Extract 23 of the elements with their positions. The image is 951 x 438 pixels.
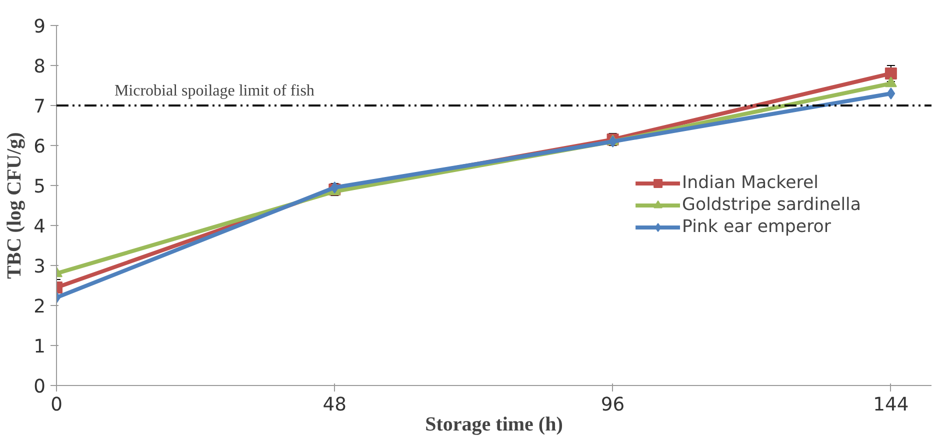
y-tick-label: 6 (34, 136, 46, 158)
y-tick-label: 9 (34, 16, 46, 38)
point (884, 68, 897, 80)
y-tick-label: 1 (34, 336, 46, 358)
y-tick-label: 0 (34, 376, 46, 398)
x-axis-title: Storage time (h) (425, 414, 563, 436)
legend-label: Indian Mackerel (682, 173, 818, 193)
legend-label: Goldstripe sardinella (682, 195, 861, 215)
x-tick-label: 48 (322, 394, 347, 416)
y-axis-title: TBC (log CFU/g) (4, 132, 26, 279)
y-tick-label: 2 (34, 296, 46, 318)
legend-label: Pink ear emperor (682, 217, 832, 237)
x-tick-label: 96 (600, 394, 625, 416)
x-tick-label: 144 (873, 394, 909, 416)
y-tick-label: 7 (34, 96, 46, 118)
y-tick-label: 5 (34, 176, 46, 198)
y-tick-label: 3 (34, 256, 46, 278)
y-tick-label: 8 (34, 56, 46, 78)
y-tick-label: 4 (34, 216, 46, 238)
ref-line-label: Microbial spoilage limit of fish (114, 82, 314, 100)
point (886, 88, 896, 100)
point (884, 76, 897, 88)
x-tick-label: 0 (50, 394, 62, 416)
